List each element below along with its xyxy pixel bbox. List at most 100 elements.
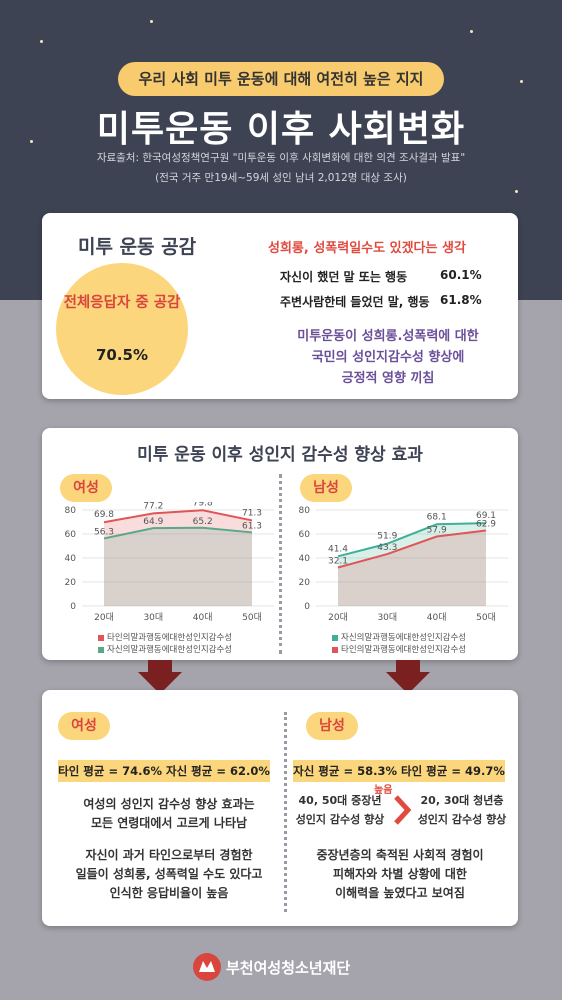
female-text-1: 여성의 성인지 감수성 향상 효과는 모든 연령대에서 고르게 나타남 [58,795,280,833]
item-value: 61.8% [440,293,482,307]
y-tick-label: 0 [70,602,76,612]
legend-item: 자신의말과행동에대한성인지감수성 [332,631,466,643]
text-line: 모든 연령대에서 고르게 나타남 [90,816,248,830]
x-tick-label: 50대 [242,612,262,623]
data-label: 57.9 [427,526,447,536]
data-label: 65.2 [193,517,213,527]
circle-label: 전체응답자 중 공감 [63,295,181,311]
female-chart: 0 20 40 60 80 20대 30대 40대 50대 69.8 77.2 79.8 71.3 56.… [65,502,274,623]
legend-item: 자신의말과행동에대한성인지감수성 [98,643,232,655]
data-label: 56.3 [94,527,114,537]
male-right-text: 20, 30대 청년층 성인지 감수성 향상 [412,791,512,829]
higher-label: 높음 [374,785,393,796]
source-text: 자료출처: 한국여성정책연구원 "미투운동 이후 사회변화에 대한 의견 조사결… [96,152,466,164]
series-line [337,529,487,569]
source-note: (전국 거주 만19세~59세 성인 남녀 2,012명 대상 조사) [155,172,407,184]
y-tick-label: 80 [299,506,311,516]
series-area [338,523,486,606]
item-label: 자신이 했던 말 또는 행동 [280,270,408,284]
item-label: 주변사람한테 들었던 말, 행동 [280,295,430,309]
series-area [338,530,486,606]
data-label: 64.9 [143,517,163,527]
x-tick-label: 40대 [427,612,447,623]
empathy-heading: 미투 운동 공감 [78,236,197,258]
data-label: 61.3 [242,521,262,531]
data-label: 69.1 [476,511,496,521]
y-tick-label: 0 [304,602,310,612]
star-decoration [40,40,43,43]
empathy-conclusion: 미투운동이 성희롱.성폭력에 대한 국민의 성인지감수성 향상에 긍정적 영향 … [268,326,508,389]
y-tick-label: 60 [65,530,77,540]
text-line: 성인지 감수성 향상 [295,813,385,826]
legend-label: 자신의말과행동에대한성인지감수성 [341,633,467,643]
legend-label: 타인의말과행동에대한성인지감수성 [107,633,233,643]
effect-heading: 미투 운동 이후 성인지 감수성 향상 효과 [137,445,423,465]
y-tick-label: 60 [299,530,311,540]
footer-org: 부천여성청소년재단 [226,959,351,977]
x-tick-label: 50대 [476,612,496,623]
legend-label: 자신의말과행동에대한성인지감수성 [107,645,233,655]
legend-label: 타인의말과행동에대한성인지감수성 [341,645,467,655]
male-tag: 남성 [300,474,352,502]
data-label: 62.9 [476,520,496,530]
female-legend: 타인의말과행동에대한성인지감수성 자신의말과행동에대한성인지감수성 [98,631,232,655]
divider [279,474,282,654]
item-value: 60.1% [440,268,482,282]
x-tick-label: 30대 [143,612,163,623]
foundation-logo-icon [193,953,221,981]
y-tick-label: 40 [65,554,77,564]
conclusion-line: 미투운동이 성희롱.성폭력에 대한 [297,329,479,344]
data-label: 79.8 [193,502,213,508]
female-tag: 여성 [58,712,110,740]
x-tick-label: 30대 [377,612,397,623]
arrow-down-icon [138,660,182,694]
male-text: 중장년층의 축적된 사회적 경험이 피해자와 차별 상황에 대한 이해력을 높였… [293,846,507,903]
conclusion-line: 긍정적 영향 끼침 [341,371,435,386]
data-label: 77.2 [143,502,163,511]
star-decoration [515,190,518,193]
summary-card [42,690,518,926]
arrow-down-icon [386,660,430,694]
x-tick-label: 20대 [328,612,348,623]
empathy-circle: 전체응답자 중 공감 70.5% [56,263,188,395]
y-tick-label: 20 [299,578,311,588]
text-line: 일들이 성희롱, 성폭력일 수도 있다고 [75,867,263,881]
male-average: 자신 평균 = 58.3% 타인 평균 = 49.7% [293,760,505,782]
data-label: 68.1 [427,512,447,522]
male-legend: 자신의말과행동에대한성인지감수성 타인의말과행동에대한성인지감수성 [332,631,466,655]
series-line [103,526,253,540]
y-tick-label: 40 [299,554,311,564]
text-line: 성인지 감수성 향상 [417,813,507,826]
data-label: 32.1 [328,556,348,566]
text-line: 피해자와 차별 상황에 대한 [333,867,467,881]
series-line [103,509,253,524]
female-average: 타인 평균 = 74.6% 자신 평균 = 62.0% [58,760,270,782]
text-line: 이해력을 높였다고 보여짐 [335,886,465,900]
text-line: 중장년층의 축적된 사회적 경험이 [316,848,484,862]
y-tick-label: 20 [65,578,77,588]
series-line [337,522,487,558]
y-tick-label: 80 [65,506,77,516]
circle-value: 70.5% [95,346,149,364]
x-tick-label: 40대 [193,612,213,623]
page-title: 미투운동 이후 사회변화 [96,109,466,150]
female-text-2: 자신이 과거 타인으로부터 경험한 일들이 성희롱, 성폭력일 수도 있다고 인… [52,846,286,903]
chevron-right-icon [394,795,411,825]
conclusion-line: 국민의 성인지감수성 향상에 [311,350,465,365]
text-line: 20, 30대 청년층 [420,794,504,807]
male-left-text: 40, 50대 중장년 성인지 감수성 향상 [290,791,390,829]
x-tick-label: 20대 [94,612,114,623]
series-area [104,527,252,606]
divider [284,712,287,912]
series-area [104,510,252,606]
data-label: 69.8 [94,510,114,520]
text-line: 자신이 과거 타인으로부터 경험한 [85,848,253,862]
legend-item: 타인의말과행동에대한성인지감수성 [332,643,466,655]
data-label: 41.4 [328,544,348,554]
text-line: 여성의 성인지 감수성 향상 효과는 [83,797,255,811]
star-decoration [520,80,523,83]
text-line: 40, 50대 중장년 [298,794,382,807]
text-line: 인식한 응답비율이 높음 [109,886,229,900]
female-tag: 여성 [60,474,112,502]
star-decoration [30,140,33,143]
